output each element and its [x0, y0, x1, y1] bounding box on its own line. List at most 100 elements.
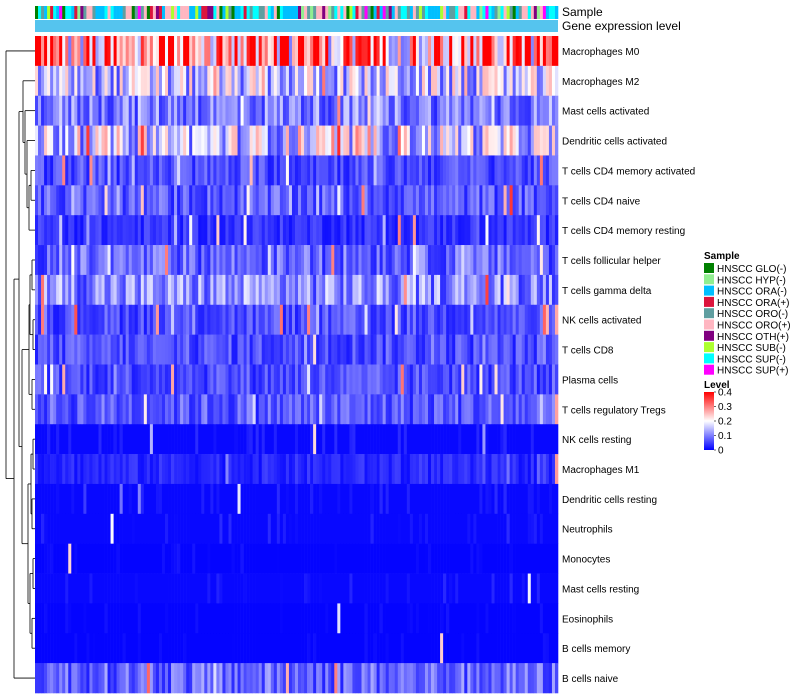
heatmap-cell — [503, 65, 507, 97]
heatmap-cell — [533, 663, 538, 694]
heatmap-cell — [210, 603, 214, 634]
heatmap-cell — [328, 394, 332, 425]
heatmap-cell — [424, 454, 429, 485]
heatmap-cell — [434, 603, 438, 634]
heatmap-cell — [195, 364, 199, 395]
heatmap-cell — [237, 543, 241, 574]
heatmap-cell — [539, 543, 544, 574]
heatmap-cell — [255, 95, 260, 126]
heatmap-cell — [261, 603, 266, 634]
heatmap-cell — [161, 155, 166, 186]
sample-annotation-cell — [38, 6, 42, 19]
heatmap-cell — [95, 304, 99, 335]
heatmap-cell — [310, 633, 314, 664]
sample-annotation-cell — [509, 6, 513, 19]
heatmap-cell — [285, 394, 290, 425]
heatmap-cell — [246, 274, 250, 306]
sample-annotation-cell — [225, 6, 229, 19]
heatmap-cell — [65, 155, 69, 186]
row-label: Neutrophils — [562, 525, 613, 536]
heatmap-cell — [228, 603, 232, 634]
heatmap-cell — [446, 424, 450, 455]
heatmap-cell — [180, 215, 184, 246]
heatmap-cell — [394, 483, 399, 515]
heatmap-cell — [325, 215, 329, 246]
heatmap-cell — [210, 633, 214, 664]
heatmap-cell — [174, 603, 178, 634]
heatmap-cell — [316, 483, 320, 515]
heatmap-cell — [361, 603, 365, 634]
heatmap-cell — [328, 304, 332, 335]
heatmap-cell — [316, 663, 320, 694]
heatmap-cell — [503, 304, 507, 335]
heatmap-cell — [267, 215, 272, 246]
heatmap-cell — [485, 185, 489, 216]
heatmap-cell — [403, 304, 408, 335]
heatmap-cell — [273, 424, 278, 455]
heatmap-cell — [301, 663, 305, 694]
heatmap-cell — [110, 36, 114, 67]
heatmap-cell — [107, 483, 111, 515]
heatmap-cell — [298, 603, 302, 634]
heatmap-cell — [331, 125, 335, 156]
heatmap-cell — [421, 125, 426, 156]
heatmap-cell — [545, 125, 550, 156]
heatmap-cell — [488, 125, 492, 156]
heatmap-cell — [298, 663, 302, 694]
heatmap-cell — [446, 394, 450, 425]
heatmap-cell — [140, 215, 145, 246]
heatmap-cell — [41, 424, 45, 455]
heatmap-cell — [50, 663, 54, 694]
heatmap-cell — [243, 185, 247, 216]
heatmap-cell — [186, 364, 190, 395]
heatmap-cell — [276, 573, 281, 604]
heatmap-cell — [470, 454, 474, 485]
heatmap-cell — [140, 274, 145, 306]
heatmap-cell — [80, 573, 84, 604]
heatmap-cell — [131, 603, 136, 634]
heatmap-cell — [473, 95, 477, 126]
heatmap-cell — [431, 215, 435, 246]
heatmap-cell — [252, 155, 256, 186]
heatmap-cell — [518, 663, 523, 694]
heatmap-cell — [361, 543, 365, 574]
heatmap-cell — [113, 364, 117, 395]
sample-annotation-cell — [355, 6, 359, 19]
heatmap-cell — [536, 663, 541, 694]
heatmap-cell — [50, 394, 54, 425]
heatmap-cell — [518, 603, 523, 634]
heatmap-cell — [261, 185, 266, 216]
heatmap-cell — [488, 185, 492, 216]
heatmap-cell — [358, 483, 362, 515]
heatmap-cell — [409, 424, 414, 455]
heatmap-cell — [80, 185, 84, 216]
heatmap-cell — [349, 454, 353, 485]
heatmap-cell — [373, 513, 377, 544]
heatmap-cell — [264, 36, 269, 67]
heatmap-cell — [258, 95, 263, 126]
heatmap-cell — [307, 483, 311, 515]
heatmap-cell — [437, 185, 441, 216]
heatmap-cell — [367, 215, 371, 246]
heatmap-cell — [189, 543, 193, 574]
heatmap-cell — [443, 663, 447, 694]
heatmap-cell — [119, 185, 123, 216]
sample-annotation-cell — [195, 6, 199, 19]
heatmap-cell — [294, 663, 299, 694]
heatmap-cell — [554, 304, 559, 335]
heatmap-cell — [473, 633, 477, 664]
heatmap-cell — [59, 215, 63, 246]
heatmap-cell — [270, 304, 275, 335]
heatmap-cell — [325, 603, 329, 634]
heatmap-cell — [355, 483, 359, 515]
heatmap-cell — [59, 36, 63, 67]
heatmap-cell — [204, 483, 208, 515]
heatmap-cell — [56, 543, 60, 574]
heatmap-cell — [92, 334, 96, 365]
heatmap-cell — [234, 513, 238, 544]
heatmap-cell — [403, 65, 408, 97]
heatmap-cell — [361, 364, 365, 395]
heatmap-cell — [385, 513, 389, 544]
heatmap-cell — [397, 334, 402, 365]
heatmap-cell — [237, 483, 241, 515]
